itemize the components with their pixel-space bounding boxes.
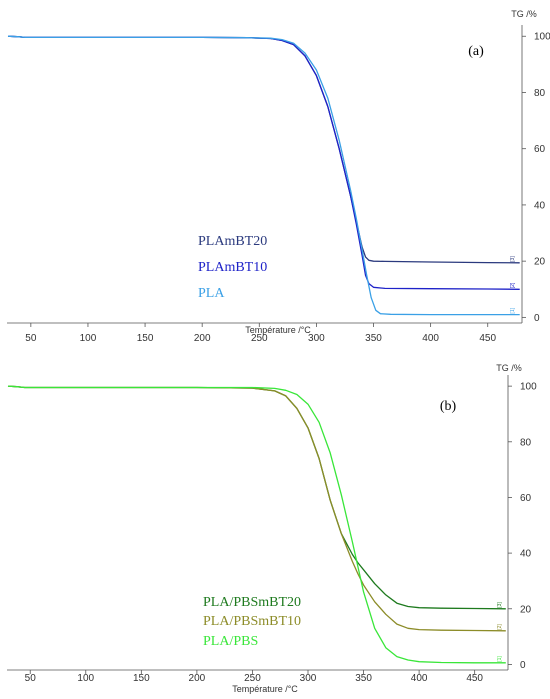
x-tick-label: 50	[25, 333, 37, 344]
x-tick-label: 250	[244, 673, 261, 684]
y-tick-group: 0 20 40 60 80 100	[522, 32, 550, 324]
series-line-pla-pbs	[7, 385, 506, 664]
x-tick-label: 400	[411, 673, 428, 684]
legend-entry-plambt10: PLAmBT10	[198, 260, 267, 275]
y-tick-label: 80	[534, 88, 546, 99]
x-tick-label: 100	[80, 333, 97, 344]
x-tick-label: 200	[189, 673, 206, 684]
series-group	[7, 35, 520, 316]
x-tick-label: 50	[25, 673, 37, 684]
y-tick-label: 40	[520, 549, 532, 560]
legend-entry-pla: PLA	[198, 286, 225, 301]
y-tick-label: 80	[520, 437, 532, 448]
y-tick-label: 40	[534, 200, 546, 211]
panel-label: (b)	[440, 399, 457, 414]
series-end-marker: [2]	[510, 282, 516, 288]
x-tick-label: 350	[355, 673, 372, 684]
x-tick-label: 150	[133, 673, 150, 684]
series-group	[7, 385, 506, 664]
y-tick-label: 20	[534, 257, 546, 268]
series-line-pla	[7, 35, 520, 316]
end-marker-group: [3] [2] [1]	[510, 256, 516, 314]
panel-label: (a)	[468, 44, 484, 59]
legend-entry-plambt20: PLAmBT20	[198, 234, 267, 249]
x-tick-label: 300	[300, 673, 317, 684]
series-line-plambt10	[7, 35, 520, 290]
x-tick-label: 300	[308, 333, 325, 344]
panel-b: 50 100 150 200 250 300 350 400 450 020406080100 …	[7, 363, 537, 694]
legend-entry-pla-pbsmbt20: PLA/PBSmBT20	[203, 595, 301, 610]
x-axis-title: Température /°C	[245, 325, 311, 335]
y-tick-label: 60	[534, 144, 546, 155]
y-axis-title: TG /%	[511, 9, 537, 19]
series-line-pla-pbsmbt20	[7, 385, 506, 610]
x-tick-label: 200	[194, 333, 211, 344]
series-end-marker: [1]	[510, 307, 516, 313]
x-tick-group: 50 100 150 200 250 300 350 400 450	[25, 323, 497, 344]
y-tick-label: 0	[520, 660, 526, 671]
series-line-plambt20	[7, 35, 520, 264]
x-tick-label: 450	[466, 673, 483, 684]
y-axis-title: TG /%	[496, 363, 522, 373]
y-tick-label: 100	[534, 32, 550, 43]
x-tick-group: 50 100 150 200 250 300 350 400 450	[25, 670, 483, 684]
y-tick-label: 60	[520, 493, 532, 504]
y-tick-label: 0	[534, 313, 540, 324]
x-tick-label: 350	[365, 333, 382, 344]
legend-entry-pla-pbs: PLA/PBS	[203, 634, 258, 649]
y-tick-label: 20	[520, 604, 532, 615]
y-tick-label: 100	[520, 382, 537, 393]
series-end-marker: [3]	[497, 602, 503, 608]
x-tick-label: 450	[479, 333, 496, 344]
x-axis-title: Température /°C	[232, 684, 298, 694]
x-tick-label: 100	[77, 673, 94, 684]
y-tick-group: 0 20 40 60 80 100	[508, 382, 537, 671]
series-end-marker: [2]	[497, 624, 503, 630]
series-end-marker: [3]	[510, 256, 516, 262]
x-tick-label: 400	[422, 333, 439, 344]
x-tick-label: 250	[251, 333, 268, 344]
series-end-marker: [1]	[497, 656, 503, 662]
x-tick-label: 150	[137, 333, 154, 344]
end-marker-group: [3] [2] [1]	[497, 602, 503, 662]
panel-a: 50 100 150 200 250 300 350 400 450 020406080100 …	[7, 9, 550, 344]
legend-entry-pla-pbsmbt10: PLA/PBSmBT10	[203, 614, 301, 629]
